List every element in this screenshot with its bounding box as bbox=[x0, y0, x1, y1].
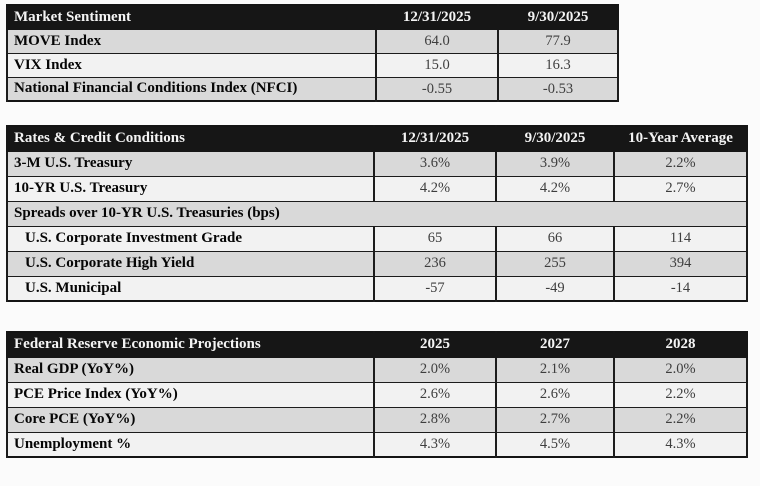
cell-value: 4.3% bbox=[613, 431, 748, 458]
column-header-date-1: 12/31/2025 bbox=[375, 4, 499, 30]
cell-value: 2.7% bbox=[613, 175, 748, 202]
cell-value: 16.3 bbox=[497, 52, 619, 78]
cell-value: 4.2% bbox=[495, 175, 615, 202]
cell-value: 66 bbox=[495, 225, 615, 252]
cell-value: 2.6% bbox=[373, 381, 497, 408]
row-label: Core PCE (YoY%) bbox=[6, 406, 375, 433]
cell-value: 15.0 bbox=[375, 52, 499, 78]
row-label: VIX Index bbox=[6, 52, 377, 78]
row-label: PCE Price Index (YoY%) bbox=[6, 381, 375, 408]
column-header-date-2: 9/30/2025 bbox=[495, 125, 615, 152]
fed-projections-table: Federal Reserve Economic Projections 202… bbox=[6, 331, 748, 458]
rates-credit-header-row: Rates & Credit Conditions 12/31/2025 9/3… bbox=[6, 125, 748, 152]
column-header-year-2025: 2025 bbox=[373, 331, 497, 358]
cell-value: -57 bbox=[373, 275, 497, 302]
market-sentiment-table: Market Sentiment 12/31/2025 9/30/2025 MO… bbox=[6, 4, 619, 102]
cell-value: 2.2% bbox=[613, 150, 748, 177]
row-label: Unemployment % bbox=[6, 431, 375, 458]
table-row-pce-price-index: PCE Price Index (YoY%) 2.6% 2.6% 2.2% bbox=[6, 381, 748, 408]
market-sentiment-header-row: Market Sentiment 12/31/2025 9/30/2025 bbox=[6, 4, 619, 30]
cell-value: 255 bbox=[495, 250, 615, 277]
cell-value: 4.2% bbox=[373, 175, 497, 202]
cell-value: -0.53 bbox=[497, 76, 619, 102]
column-header-year-2028: 2028 bbox=[613, 331, 748, 358]
row-label: U.S. Municipal bbox=[6, 275, 375, 302]
rates-credit-conditions-table: Rates & Credit Conditions 12/31/2025 9/3… bbox=[6, 125, 748, 302]
table-row-corporate-investment-grade: U.S. Corporate Investment Grade 65 66 11… bbox=[6, 225, 748, 252]
cell-value: 4.3% bbox=[373, 431, 497, 458]
table-row-unemployment: Unemployment % 4.3% 4.5% 4.3% bbox=[6, 431, 748, 458]
report-page: Market Sentiment 12/31/2025 9/30/2025 MO… bbox=[6, 4, 748, 458]
cell-value: 2.1% bbox=[495, 356, 615, 383]
cell-value: 394 bbox=[613, 250, 748, 277]
table-title: Federal Reserve Economic Projections bbox=[6, 331, 375, 358]
cell-value: 65 bbox=[373, 225, 497, 252]
fed-projections-header-row: Federal Reserve Economic Projections 202… bbox=[6, 331, 748, 358]
cell-value: 2.8% bbox=[373, 406, 497, 433]
cell-value: -49 bbox=[495, 275, 615, 302]
cell-value: 2.2% bbox=[613, 381, 748, 408]
cell-value: 2.0% bbox=[373, 356, 497, 383]
cell-value: -0.55 bbox=[375, 76, 499, 102]
cell-value: 2.0% bbox=[613, 356, 748, 383]
cell-value: 2.6% bbox=[495, 381, 615, 408]
section-label: Spreads over 10-YR U.S. Treasuries (bps) bbox=[6, 200, 748, 227]
row-label: U.S. Corporate Investment Grade bbox=[6, 225, 375, 252]
cell-value: 3.9% bbox=[495, 150, 615, 177]
table-row-corporate-high-yield: U.S. Corporate High Yield 236 255 394 bbox=[6, 250, 748, 277]
cell-value: 114 bbox=[613, 225, 748, 252]
row-label: National Financial Conditions Index (NFC… bbox=[6, 76, 377, 102]
column-header-date-1: 12/31/2025 bbox=[373, 125, 497, 152]
table-row-3m-treasury: 3-M U.S. Treasury 3.6% 3.9% 2.2% bbox=[6, 150, 748, 177]
table-row-move-index: MOVE Index 64.0 77.9 bbox=[6, 28, 619, 54]
cell-value: 3.6% bbox=[373, 150, 497, 177]
cell-value: 64.0 bbox=[375, 28, 499, 54]
column-header-date-2: 9/30/2025 bbox=[497, 4, 619, 30]
cell-value: 236 bbox=[373, 250, 497, 277]
table-row-municipal: U.S. Municipal -57 -49 -14 bbox=[6, 275, 748, 302]
column-header-10yr-average: 10-Year Average bbox=[613, 125, 748, 152]
table-row-real-gdp: Real GDP (YoY%) 2.0% 2.1% 2.0% bbox=[6, 356, 748, 383]
cell-value: -14 bbox=[613, 275, 748, 302]
row-label: Real GDP (YoY%) bbox=[6, 356, 375, 383]
table-title: Rates & Credit Conditions bbox=[6, 125, 375, 152]
cell-value: 77.9 bbox=[497, 28, 619, 54]
table-row-10yr-treasury: 10-YR U.S. Treasury 4.2% 4.2% 2.7% bbox=[6, 175, 748, 202]
row-label: U.S. Corporate High Yield bbox=[6, 250, 375, 277]
row-label: MOVE Index bbox=[6, 28, 377, 54]
row-label: 10-YR U.S. Treasury bbox=[6, 175, 375, 202]
row-label: 3-M U.S. Treasury bbox=[6, 150, 375, 177]
column-header-year-2027: 2027 bbox=[495, 331, 615, 358]
cell-value: 2.7% bbox=[495, 406, 615, 433]
table-section-row-spreads: Spreads over 10-YR U.S. Treasuries (bps) bbox=[6, 200, 748, 227]
table-row-core-pce: Core PCE (YoY%) 2.8% 2.7% 2.2% bbox=[6, 406, 748, 433]
cell-value: 4.5% bbox=[495, 431, 615, 458]
table-row-nfci: National Financial Conditions Index (NFC… bbox=[6, 76, 619, 102]
table-title: Market Sentiment bbox=[6, 4, 377, 30]
cell-value: 2.2% bbox=[613, 406, 748, 433]
table-row-vix-index: VIX Index 15.0 16.3 bbox=[6, 52, 619, 78]
